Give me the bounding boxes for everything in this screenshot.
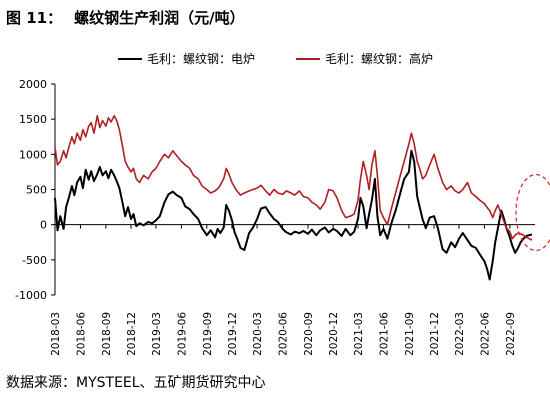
y-tick-label: -500 — [22, 254, 47, 267]
x-tick-label: 2018-09 — [101, 312, 113, 356]
profit-line-chart: 毛利：螺纹钢：电炉 毛利：螺纹钢：高炉 -1000 -500 0 500 1000 150… — [15, 51, 550, 356]
series-group — [54, 114, 533, 281]
x-tick-label: 2021-12 — [429, 312, 441, 356]
series-line-blast — [54, 114, 533, 241]
legend: 毛利：螺纹钢：电炉 毛利：螺纹钢：高炉 — [118, 51, 433, 66]
x-tick-label: 2020-09 — [303, 312, 315, 356]
source-note: 数据来源：MYSTEEL、五矿期货研究中心 — [6, 375, 266, 391]
x-tick-label: 2020-12 — [328, 312, 340, 356]
x-tick-label: 2019-12 — [227, 312, 239, 356]
y-tick-label: 2000 — [19, 78, 47, 91]
legend-label-electric: 毛利：螺纹钢：电炉 — [147, 52, 255, 66]
annotation-group — [515, 173, 550, 252]
x-tick-label: 2019-06 — [176, 312, 188, 356]
highlight-ellipse — [515, 173, 550, 252]
x-tick-label: 2018-12 — [126, 312, 138, 356]
x-tick-label: 2022-03 — [454, 312, 466, 356]
x-tick-label: 2019-09 — [202, 312, 214, 356]
y-tick-label: 0 — [40, 219, 47, 232]
x-tick-label: 2021-09 — [404, 312, 416, 356]
chart-area: 毛利：螺纹钢：电炉 毛利：螺纹钢：高炉 -1000 -500 0 500 1000 150… — [0, 40, 550, 365]
x-tick-label: 2021-03 — [353, 312, 365, 356]
y-tick-label: -1000 — [15, 289, 47, 302]
figure-title-text: 螺纹钢生产利润（元/吨） — [74, 9, 245, 27]
x-tick-label: 2020-06 — [278, 312, 290, 356]
x-tick-label: 2022-09 — [505, 312, 517, 356]
y-tick-label: 500 — [26, 184, 47, 197]
figure-number: 图 11： — [6, 9, 63, 27]
x-tick-label: 2021-06 — [378, 312, 390, 356]
x-tick-label: 2022-06 — [479, 312, 491, 356]
figure-title: 图 11： 螺纹钢生产利润（元/吨） — [6, 7, 245, 28]
y-tick-label: 1000 — [19, 148, 47, 161]
x-tick-label: 2019-03 — [151, 312, 163, 356]
x-tick-label: 2020-03 — [252, 312, 264, 356]
series-line-electric — [54, 149, 533, 281]
legend-label-blast: 毛利：螺纹钢：高炉 — [325, 51, 433, 66]
axes: -1000 -500 0 500 1000 1500 2000 2018-03 2018-06 2… — [15, 78, 535, 356]
y-tick-label: 1500 — [19, 113, 47, 126]
x-tick-label: 2018-06 — [75, 312, 87, 356]
x-tick-label: 2018-03 — [50, 312, 62, 356]
